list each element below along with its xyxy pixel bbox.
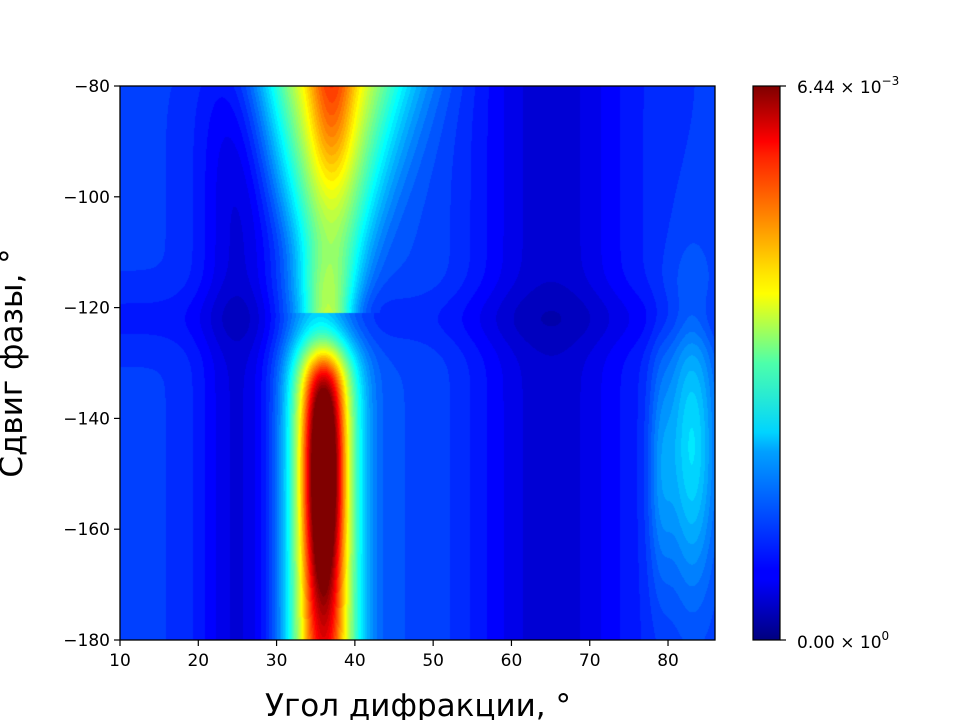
- y-axis-ticks: −80 −100 −120 −140 −160 −180: [63, 77, 120, 651]
- x-axis-label: Угол дифракции, °: [265, 688, 571, 720]
- colorbar: [752, 85, 781, 641]
- y-tick-label: −160: [63, 520, 110, 540]
- heatmap-field: [120, 86, 715, 640]
- y-tick-label: −140: [63, 409, 110, 429]
- y-tick-label: −120: [63, 299, 110, 319]
- x-tick-label: 50: [422, 651, 444, 671]
- plot-frame: [119, 85, 716, 641]
- x-tick-label: 10: [109, 651, 131, 671]
- x-tick-label: 20: [187, 651, 209, 671]
- x-tick-label: 70: [579, 651, 601, 671]
- colorbar-min-label: 0.00 × 100: [797, 629, 889, 653]
- y-tick-label: −80: [74, 77, 110, 97]
- x-axis-ticks: 10 20 30 40 50 60 70 80: [109, 640, 679, 671]
- colorbar-max-label: 6.44 × 10−3: [797, 74, 899, 98]
- x-tick-label: 30: [266, 651, 288, 671]
- y-tick-label: −100: [63, 188, 110, 208]
- y-axis-label: Сдвиг фазы, °: [0, 248, 30, 477]
- colorbar-min-exponent: 0: [882, 629, 890, 643]
- colorbar-max-exponent: −3: [882, 74, 900, 88]
- x-tick-label: 40: [344, 651, 366, 671]
- y-tick-label: −180: [63, 631, 110, 651]
- x-tick-label: 80: [657, 651, 679, 671]
- x-tick-label: 60: [501, 651, 523, 671]
